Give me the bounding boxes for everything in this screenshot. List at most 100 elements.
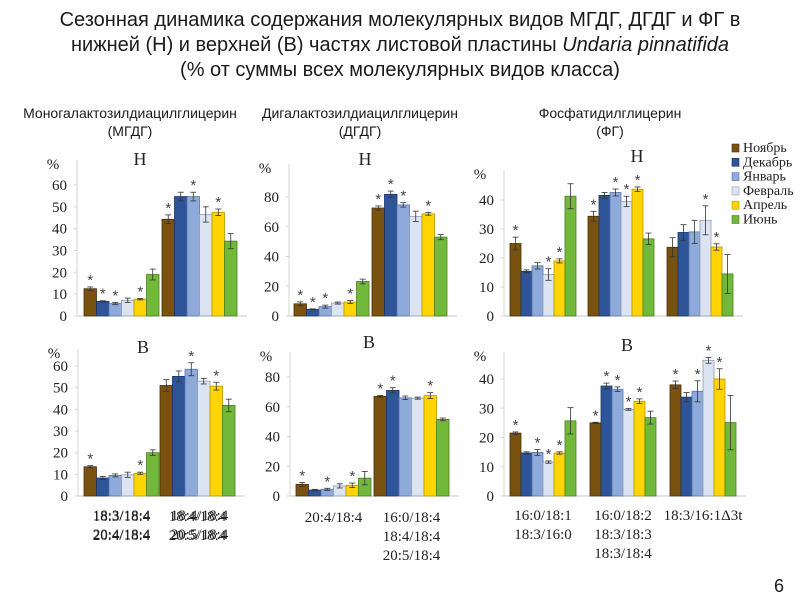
significance-marker: *	[390, 373, 396, 390]
significance-marker: *	[714, 229, 720, 246]
bar	[224, 240, 238, 317]
title-line-2-text: нижней (Н) и верхней (В) частях листовой…	[70, 34, 563, 56]
significance-marker: *	[347, 286, 353, 303]
legend-swatch	[731, 215, 740, 224]
bar	[96, 300, 110, 317]
category-label: 16:0/18:4	[383, 510, 441, 526]
significance-marker: *	[591, 196, 597, 213]
significance-marker: *	[349, 468, 355, 485]
legend-swatch	[731, 186, 740, 196]
panel-title-dgdg: Дигалактозилдиацилглицерин (ДГДГ)	[255, 104, 465, 140]
chart-subtitle: Н	[359, 149, 372, 169]
category-label: 18:3/18:3	[594, 527, 652, 543]
category-label: 20:4/18:4	[93, 527, 151, 543]
bar	[553, 452, 566, 497]
significance-marker: *	[310, 294, 316, 311]
bar	[373, 395, 387, 497]
y-tick-label: 40	[264, 250, 279, 266]
bar	[644, 417, 657, 497]
y-tick-label: 10	[53, 467, 68, 483]
panel-name: Моногалактозилдиацилглицерин	[23, 105, 237, 121]
bar	[520, 270, 533, 317]
significance-marker: *	[615, 372, 621, 389]
bar	[398, 397, 412, 497]
bar	[222, 405, 236, 497]
bar	[184, 368, 198, 497]
significance-marker: *	[322, 290, 328, 307]
bar	[409, 215, 423, 317]
title-line-2: нижней (Н) и верхней (В) частях листовой…	[0, 33, 800, 58]
significance-marker: *	[593, 407, 599, 424]
y-tick-label: 50	[52, 200, 67, 216]
legend-label: Апрель	[743, 198, 787, 213]
bar	[161, 218, 175, 317]
bar	[702, 359, 715, 497]
bar	[587, 215, 600, 317]
y-axis-label: %	[474, 349, 487, 365]
significance-marker: *	[297, 287, 303, 304]
legend-label: Ноябрь	[743, 141, 787, 156]
bar	[642, 238, 655, 317]
species-name: Undaria pinnatifida	[562, 34, 730, 56]
bar	[146, 274, 160, 317]
bar	[343, 301, 357, 317]
y-tick-label: 60	[265, 400, 280, 416]
bar	[542, 461, 555, 497]
significance-marker: *	[427, 378, 433, 395]
category-label: 20:4/18:4	[93, 528, 151, 544]
y-tick-label: 0	[273, 489, 281, 505]
bar	[611, 388, 624, 497]
bar	[423, 395, 437, 497]
significance-marker: *	[546, 254, 552, 271]
category-label: 16:0/18:2	[594, 508, 652, 524]
page-number: 6	[773, 576, 784, 596]
bar	[713, 378, 726, 497]
category-label: 20:5/18:4	[171, 527, 229, 543]
chart-subtitle: В	[363, 332, 375, 352]
bar	[133, 472, 147, 497]
bar	[174, 196, 188, 317]
significance-marker: *	[557, 437, 563, 454]
category-label: 18:3/16:0	[514, 527, 572, 543]
y-tick-label: 60	[264, 220, 279, 236]
significance-marker: *	[557, 244, 563, 261]
significance-marker: *	[213, 367, 219, 384]
y-tick-label: 20	[264, 279, 279, 295]
legend-label: Декабрь	[743, 155, 792, 170]
bar	[384, 193, 398, 317]
significance-marker: *	[635, 172, 641, 189]
legend-label: Июнь	[743, 213, 777, 228]
legend-label: Январь	[743, 170, 786, 185]
significance-marker: *	[637, 384, 643, 401]
category-label: 18:4/18:4	[171, 508, 229, 524]
significance-marker: *	[535, 434, 541, 451]
significance-marker: *	[165, 200, 171, 217]
panel-abbr: (ФГ)	[596, 123, 624, 139]
bar	[622, 409, 635, 497]
bar	[680, 396, 693, 497]
bar	[553, 260, 566, 317]
y-tick-label: 40	[479, 372, 494, 388]
category-label: 20:5/18:4	[169, 528, 227, 544]
legend-swatch	[731, 200, 740, 210]
significance-marker: *	[425, 197, 431, 214]
bar	[209, 385, 223, 497]
chart-subtitle: Н	[134, 149, 147, 169]
bar	[520, 452, 533, 497]
bar	[146, 452, 160, 497]
bar	[542, 274, 555, 317]
bar	[396, 204, 410, 317]
bar	[688, 231, 701, 317]
significance-marker: *	[513, 222, 519, 239]
significance-marker: *	[695, 366, 701, 383]
y-axis-label: %	[48, 346, 61, 362]
bar	[677, 232, 690, 317]
bar	[83, 288, 97, 317]
bar	[199, 214, 213, 317]
significance-marker: *	[717, 354, 723, 371]
y-tick-label: 30	[53, 424, 68, 440]
bar	[121, 474, 135, 497]
bar	[186, 196, 200, 317]
y-tick-label: 20	[265, 459, 280, 475]
